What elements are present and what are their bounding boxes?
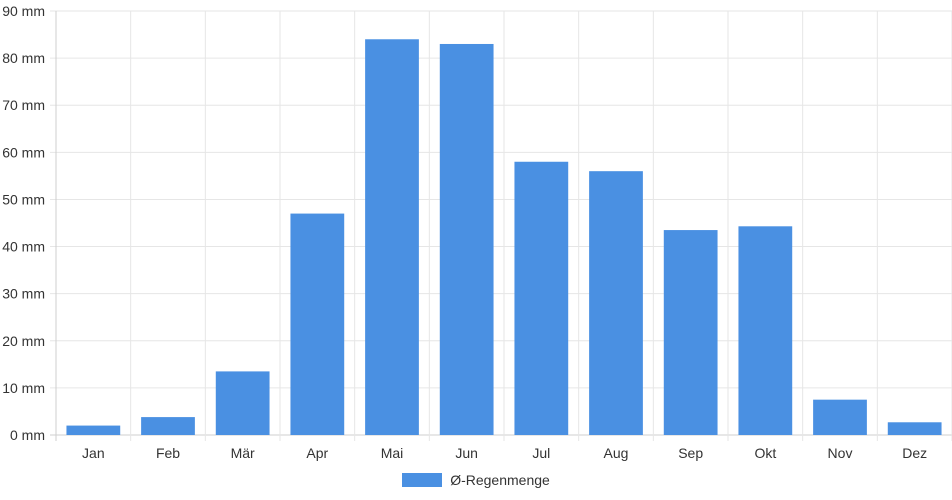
y-tick-label: 30 mm	[2, 286, 45, 302]
x-tick-label: Feb	[156, 445, 180, 461]
y-tick-label: 80 mm	[2, 50, 45, 66]
x-tick-label: Dez	[902, 445, 927, 461]
x-tick-label: Mär	[231, 445, 255, 461]
rainfall-bar-chart: 0 mm 10 mm 20 mm 30 mm 40 mm 50 mm 60 mm 70 mm 8…	[2, 3, 952, 461]
x-tick-label: Okt	[754, 445, 776, 461]
legend-swatch	[402, 473, 443, 487]
y-tick-label: 0 mm	[10, 427, 45, 443]
legend: Ø-Regenmenge	[0, 472, 952, 488]
x-tick-label: Jul	[532, 445, 550, 461]
bar-mai	[365, 39, 419, 436]
y-tick-label: 90 mm	[2, 3, 45, 19]
bar-okt	[738, 226, 793, 435]
y-tick-label: 40 mm	[2, 239, 45, 255]
bar-jun	[439, 43, 494, 435]
bar-jul	[514, 161, 569, 435]
y-tick-label: 20 mm	[2, 333, 45, 349]
x-tick-label: Aug	[604, 445, 629, 461]
bar-jan	[66, 425, 121, 435]
x-tick-label: Apr	[306, 445, 328, 461]
bar-apr	[290, 213, 345, 435]
x-tick-label: Mai	[381, 445, 404, 461]
x-tick-label: Nov	[828, 445, 853, 461]
bar-nov	[813, 399, 867, 435]
x-tick-label: Jan	[82, 445, 105, 461]
bar-mär	[215, 371, 270, 435]
y-tick-label: 60 mm	[2, 144, 45, 160]
x-tick-label: Sep	[678, 445, 703, 461]
y-tick-label: 50 mm	[2, 191, 45, 207]
x-tick-label: Jun	[455, 445, 478, 461]
bar-dez	[887, 422, 942, 435]
bar-aug	[589, 171, 643, 435]
bar-feb	[141, 417, 195, 435]
y-tick-label: 70 mm	[2, 97, 45, 113]
y-tick-label: 10 mm	[2, 380, 45, 396]
legend-label: Ø-Regenmenge	[450, 472, 550, 488]
bar-sep	[663, 230, 718, 435]
